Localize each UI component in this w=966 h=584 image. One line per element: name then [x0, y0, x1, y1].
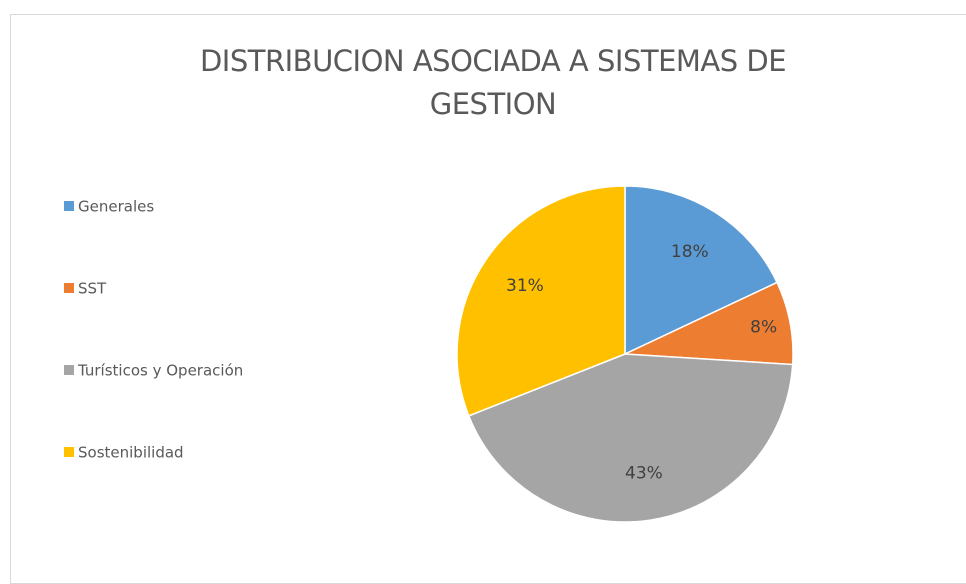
- chart-title: DISTRIBUCION ASOCIADA A SISTEMAS DE GEST…: [199, 44, 787, 121]
- pie-slice: [456, 185, 626, 417]
- legend-label: SST: [78, 280, 107, 298]
- legend-label: Turísticos y Operación: [77, 362, 243, 380]
- pie-slice: [624, 185, 779, 356]
- legend-label: Sostenibilidad: [78, 444, 184, 462]
- data-label: 18%: [671, 242, 709, 262]
- legend-label: Generales: [78, 198, 154, 216]
- legend-swatch: [64, 365, 74, 375]
- legend-swatch: [64, 201, 74, 211]
- legend-swatch: [64, 447, 74, 457]
- data-label: 31%: [506, 276, 544, 296]
- page: {"chart_data": {"type": "pie", "title": …: [10, 14, 966, 584]
- chart: 18% 8% 43% 31% Generales SST Turísticos y Oper…: [64, 185, 794, 523]
- legend-swatch: [64, 283, 74, 293]
- data-label: 8%: [750, 318, 777, 338]
- data-label: 43%: [625, 463, 663, 483]
- pie-slice: [467, 353, 794, 523]
